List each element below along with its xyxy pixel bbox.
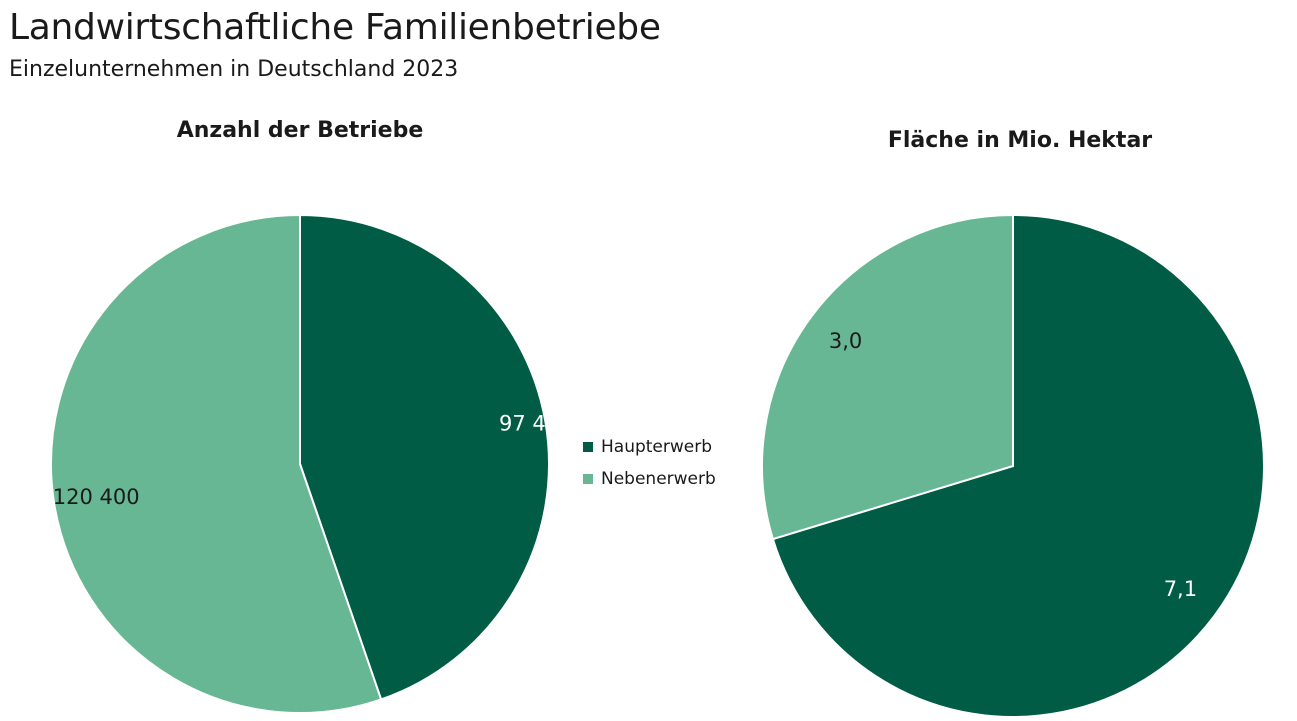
pie-slice-betriebe-haupterwerb bbox=[299, 213, 550, 701]
legend-swatch-nebenerwerb bbox=[583, 474, 593, 484]
legend: Haupterwerb Nebenerwerb bbox=[583, 431, 716, 495]
pie-label-betriebe-haupterwerb: 97 400 bbox=[499, 412, 572, 436]
pie-slice-flaeche-haupterwerb bbox=[771, 213, 1265, 718]
pie-label-flaeche-nebenerwerb: 3,0 bbox=[829, 329, 862, 353]
page-subtitle: Einzelunternehmen in Deutschland 2023 bbox=[9, 57, 459, 82]
page-title: Landwirtschaftliche Familienbetriebe bbox=[9, 7, 661, 48]
legend-swatch-haupterwerb bbox=[583, 442, 593, 452]
legend-label-haupterwerb: Haupterwerb bbox=[601, 437, 713, 457]
legend-item-nebenerwerb: Nebenerwerb bbox=[583, 463, 716, 495]
pie-label-betriebe-nebenerwerb: 120 400 bbox=[53, 485, 140, 509]
pie-label-flaeche-haupterwerb: 7,1 bbox=[1164, 577, 1197, 601]
pie-slice-flaeche-nebenerwerb bbox=[761, 213, 1014, 541]
legend-item-haupterwerb: Haupterwerb bbox=[583, 431, 716, 463]
chart-title-flaeche: Fläche in Mio. Hektar bbox=[887, 128, 1153, 153]
pie-slice-betriebe-nebenerwerb bbox=[50, 213, 383, 714]
legend-label-nebenerwerb: Nebenerwerb bbox=[601, 469, 716, 489]
chart-title-betriebe: Anzahl der Betriebe bbox=[176, 118, 424, 143]
